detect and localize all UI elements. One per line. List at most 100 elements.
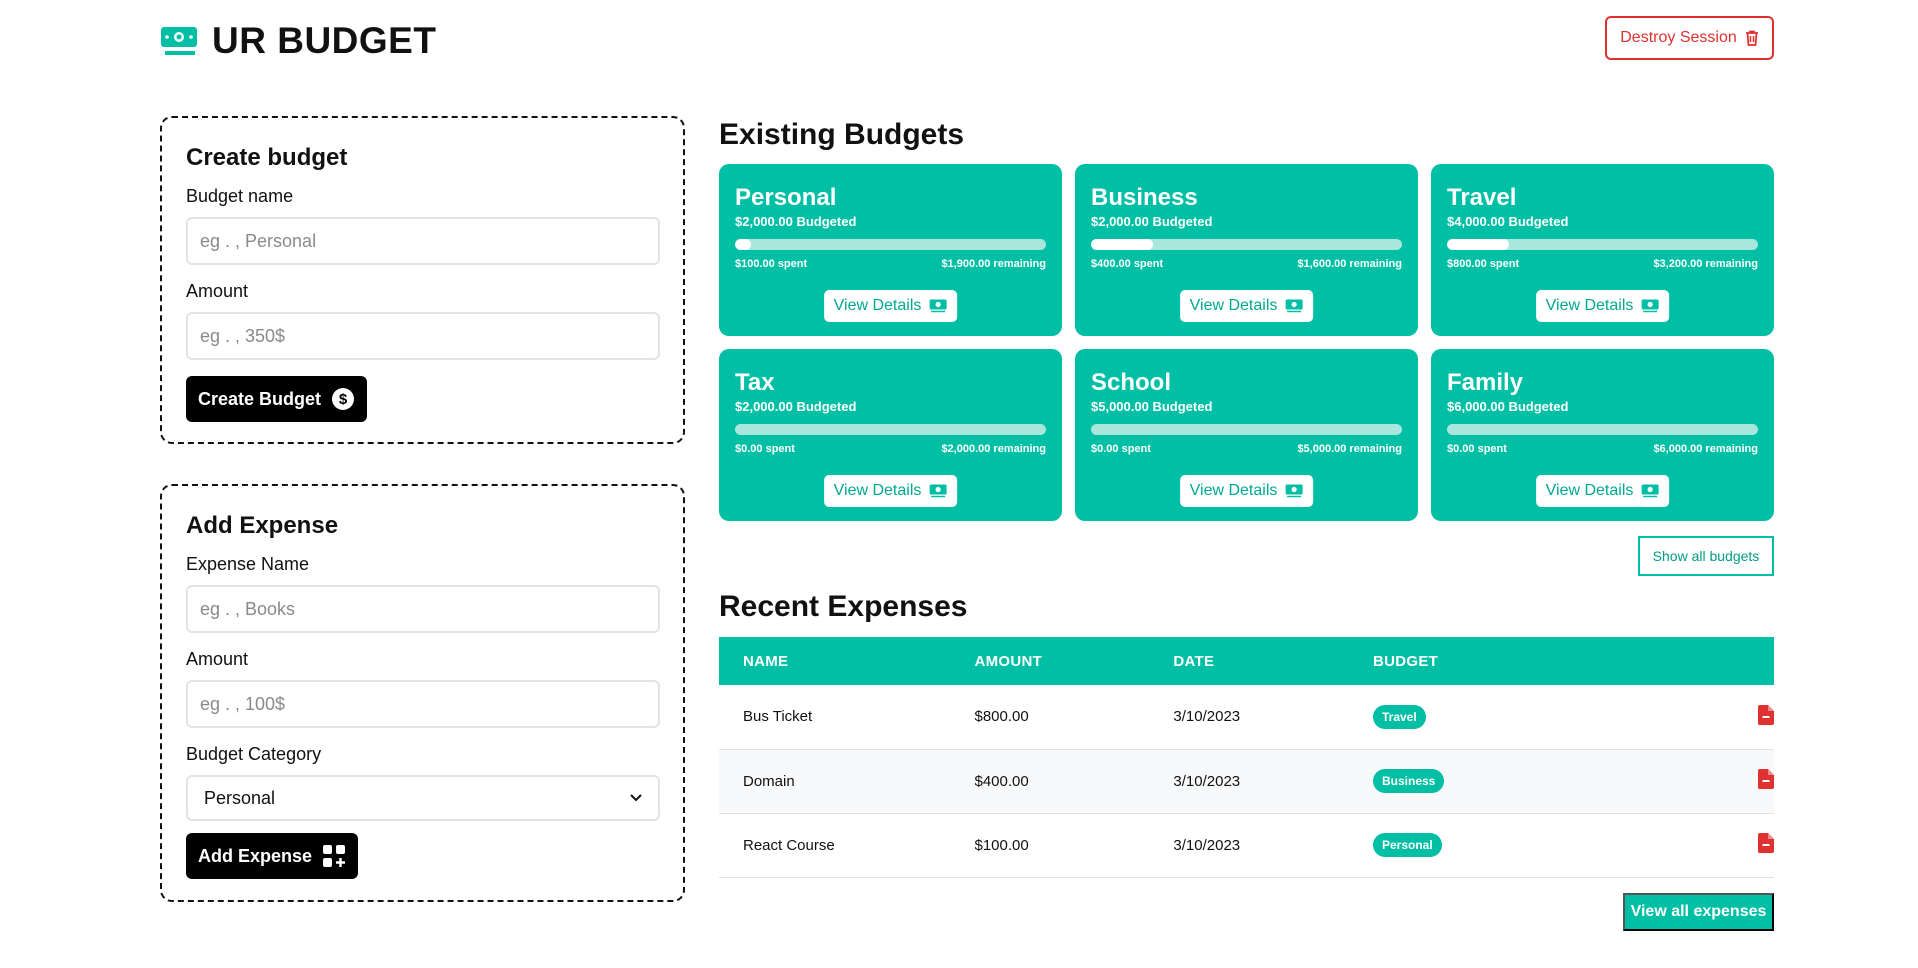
dollar-circle-icon: $: [332, 388, 355, 410]
cash-icon: [929, 299, 947, 313]
cash-icon: [1641, 484, 1659, 498]
expense-budget-cell: Travel: [1348, 685, 1542, 750]
budget-grid: Personal $2,000.00 Budgeted $100.00 spen…: [719, 164, 1774, 521]
add-expense-button[interactable]: Add Expense: [186, 833, 359, 879]
chevron-down-icon: [630, 794, 642, 802]
budget-spent: $0.00 spent: [735, 443, 795, 455]
table-row: React Course $100.00 3/10/2023 Personal: [719, 813, 1774, 878]
budget-remaining: $6,000.00 remaining: [1653, 443, 1758, 455]
view-details-label: View Details: [833, 482, 922, 499]
view-details-button[interactable]: View Details: [1179, 290, 1314, 322]
grid-plus-icon: [323, 845, 346, 867]
destroy-session-label: Destroy Session: [1620, 29, 1737, 46]
budget-name-label: Budget name: [186, 186, 294, 206]
column-header-date: DATE: [1173, 652, 1215, 670]
view-details-button[interactable]: View Details: [823, 290, 958, 322]
table-header-row: NAME AMOUNT DATE BUDGET: [719, 637, 1774, 685]
budget-progress-fill: [1091, 239, 1154, 250]
budget-amount: $2,000.00 Budgeted: [735, 214, 857, 229]
budget-remaining: $3,200.00 remaining: [1653, 258, 1758, 270]
expense-amount-cell: $800.00: [950, 685, 1150, 750]
column-header-amount: AMOUNT: [974, 652, 1043, 670]
view-details-button[interactable]: View Details: [1535, 290, 1670, 322]
view-details-button[interactable]: View Details: [823, 475, 958, 507]
budget-amount-input[interactable]: [186, 312, 660, 360]
budget-name: School: [1091, 369, 1172, 396]
expense-date-cell: 3/10/2023: [1149, 685, 1349, 750]
expense-name-cell: Domain: [719, 749, 951, 814]
budget-meta: $0.00 spent $2,000.00 remaining: [735, 443, 1046, 455]
budget-spent: $0.00 spent: [1091, 443, 1151, 455]
view-all-expenses-button[interactable]: View all expenses: [1623, 893, 1774, 931]
budget-amount: $2,000.00 Budgeted: [1091, 214, 1213, 229]
expense-budget-cell: Personal: [1348, 813, 1542, 878]
view-details-label: View Details: [833, 297, 922, 314]
cash-logo-icon: [161, 27, 197, 55]
expense-date-cell: 3/10/2023: [1149, 749, 1349, 814]
budget-spent: $100.00 spent: [735, 258, 808, 270]
expense-action-cell: [1542, 685, 1774, 750]
budget-spent: $0.00 spent: [1447, 443, 1507, 455]
expense-name-input[interactable]: [186, 585, 660, 633]
expense-action-cell: [1542, 813, 1774, 878]
budget-remaining: $2,000.00 remaining: [941, 443, 1046, 455]
budget-meta: $0.00 spent $6,000.00 remaining: [1447, 443, 1758, 455]
expenses-table: NAME AMOUNT DATE BUDGET Bus Ticket $800.…: [719, 637, 1774, 878]
budget-meta: $800.00 spent $3,200.00 remaining: [1447, 258, 1758, 270]
delete-file-icon[interactable]: [1758, 769, 1774, 789]
budget-spent: $400.00 spent: [1091, 258, 1164, 270]
budget-pill[interactable]: Business: [1372, 769, 1445, 793]
budget-amount: $6,000.00 Budgeted: [1447, 399, 1569, 414]
logo[interactable]: UR BUDGET: [160, 20, 436, 62]
expense-amount-cell: $400.00: [950, 749, 1150, 814]
delete-file-icon[interactable]: [1758, 704, 1774, 725]
expense-name-cell: Bus Ticket: [719, 685, 951, 750]
add-expense-title: Add Expense: [186, 512, 339, 539]
budget-amount: $5,000.00 Budgeted: [1091, 399, 1213, 414]
expense-amount-input[interactable]: [186, 680, 660, 728]
budget-category-select[interactable]: Personal: [186, 775, 660, 821]
create-budget-label: Create Budget: [198, 388, 322, 409]
budget-card: Business $2,000.00 Budgeted $400.00 spen…: [1075, 164, 1418, 336]
budget-meta: $0.00 spent $5,000.00 remaining: [1091, 443, 1402, 455]
budget-card: Tax $2,000.00 Budgeted $0.00 spent $2,00…: [719, 349, 1062, 521]
budget-progress-fill: [735, 239, 751, 250]
show-all-budgets-button[interactable]: Show all budgets: [1638, 536, 1774, 576]
budget-name: Business: [1091, 184, 1198, 211]
view-details-button[interactable]: View Details: [1179, 475, 1314, 507]
create-budget-button[interactable]: Create Budget $: [186, 376, 368, 422]
cash-icon: [1641, 299, 1659, 313]
budget-amount-label: Amount: [186, 281, 249, 301]
cash-icon: [1285, 484, 1303, 498]
expense-date-cell: 3/10/2023: [1149, 813, 1349, 878]
view-details-button[interactable]: View Details: [1535, 475, 1670, 507]
column-header-actions: [1542, 637, 1774, 685]
budget-progress-bar: [1091, 239, 1402, 250]
existing-budgets-title: Existing Budgets: [719, 118, 965, 151]
budget-category-value: Personal: [204, 787, 276, 808]
budget-category-label: Budget Category: [186, 744, 322, 764]
expense-name-cell: React Course: [719, 813, 951, 878]
view-details-label: View Details: [1189, 297, 1278, 314]
expense-amount-label: Amount: [186, 649, 249, 669]
budget-remaining: $1,600.00 remaining: [1297, 258, 1402, 270]
app-title: UR BUDGET: [212, 20, 437, 61]
add-expense-form: Add Expense Expense Name Amount Budget C…: [160, 484, 685, 902]
recent-expenses-title: Recent Expenses: [719, 590, 968, 623]
expense-action-cell: [1542, 749, 1774, 814]
add-expense-label: Add Expense: [198, 845, 313, 866]
budget-name-input[interactable]: [186, 217, 660, 265]
create-budget-title: Create budget: [186, 144, 348, 171]
budget-name: Travel: [1447, 184, 1517, 211]
delete-file-icon[interactable]: [1758, 833, 1774, 853]
destroy-session-button[interactable]: Destroy Session: [1605, 16, 1774, 60]
budget-card: Personal $2,000.00 Budgeted $100.00 spen…: [719, 164, 1062, 336]
budget-pill[interactable]: Travel: [1372, 704, 1426, 729]
cash-icon: [929, 484, 947, 498]
budget-progress-bar: [735, 424, 1046, 435]
budget-progress-fill: [1447, 239, 1510, 250]
budget-name: Tax: [735, 369, 775, 396]
budget-progress-bar: [1447, 424, 1758, 435]
view-details-label: View Details: [1189, 482, 1278, 499]
budget-pill[interactable]: Personal: [1372, 833, 1442, 857]
